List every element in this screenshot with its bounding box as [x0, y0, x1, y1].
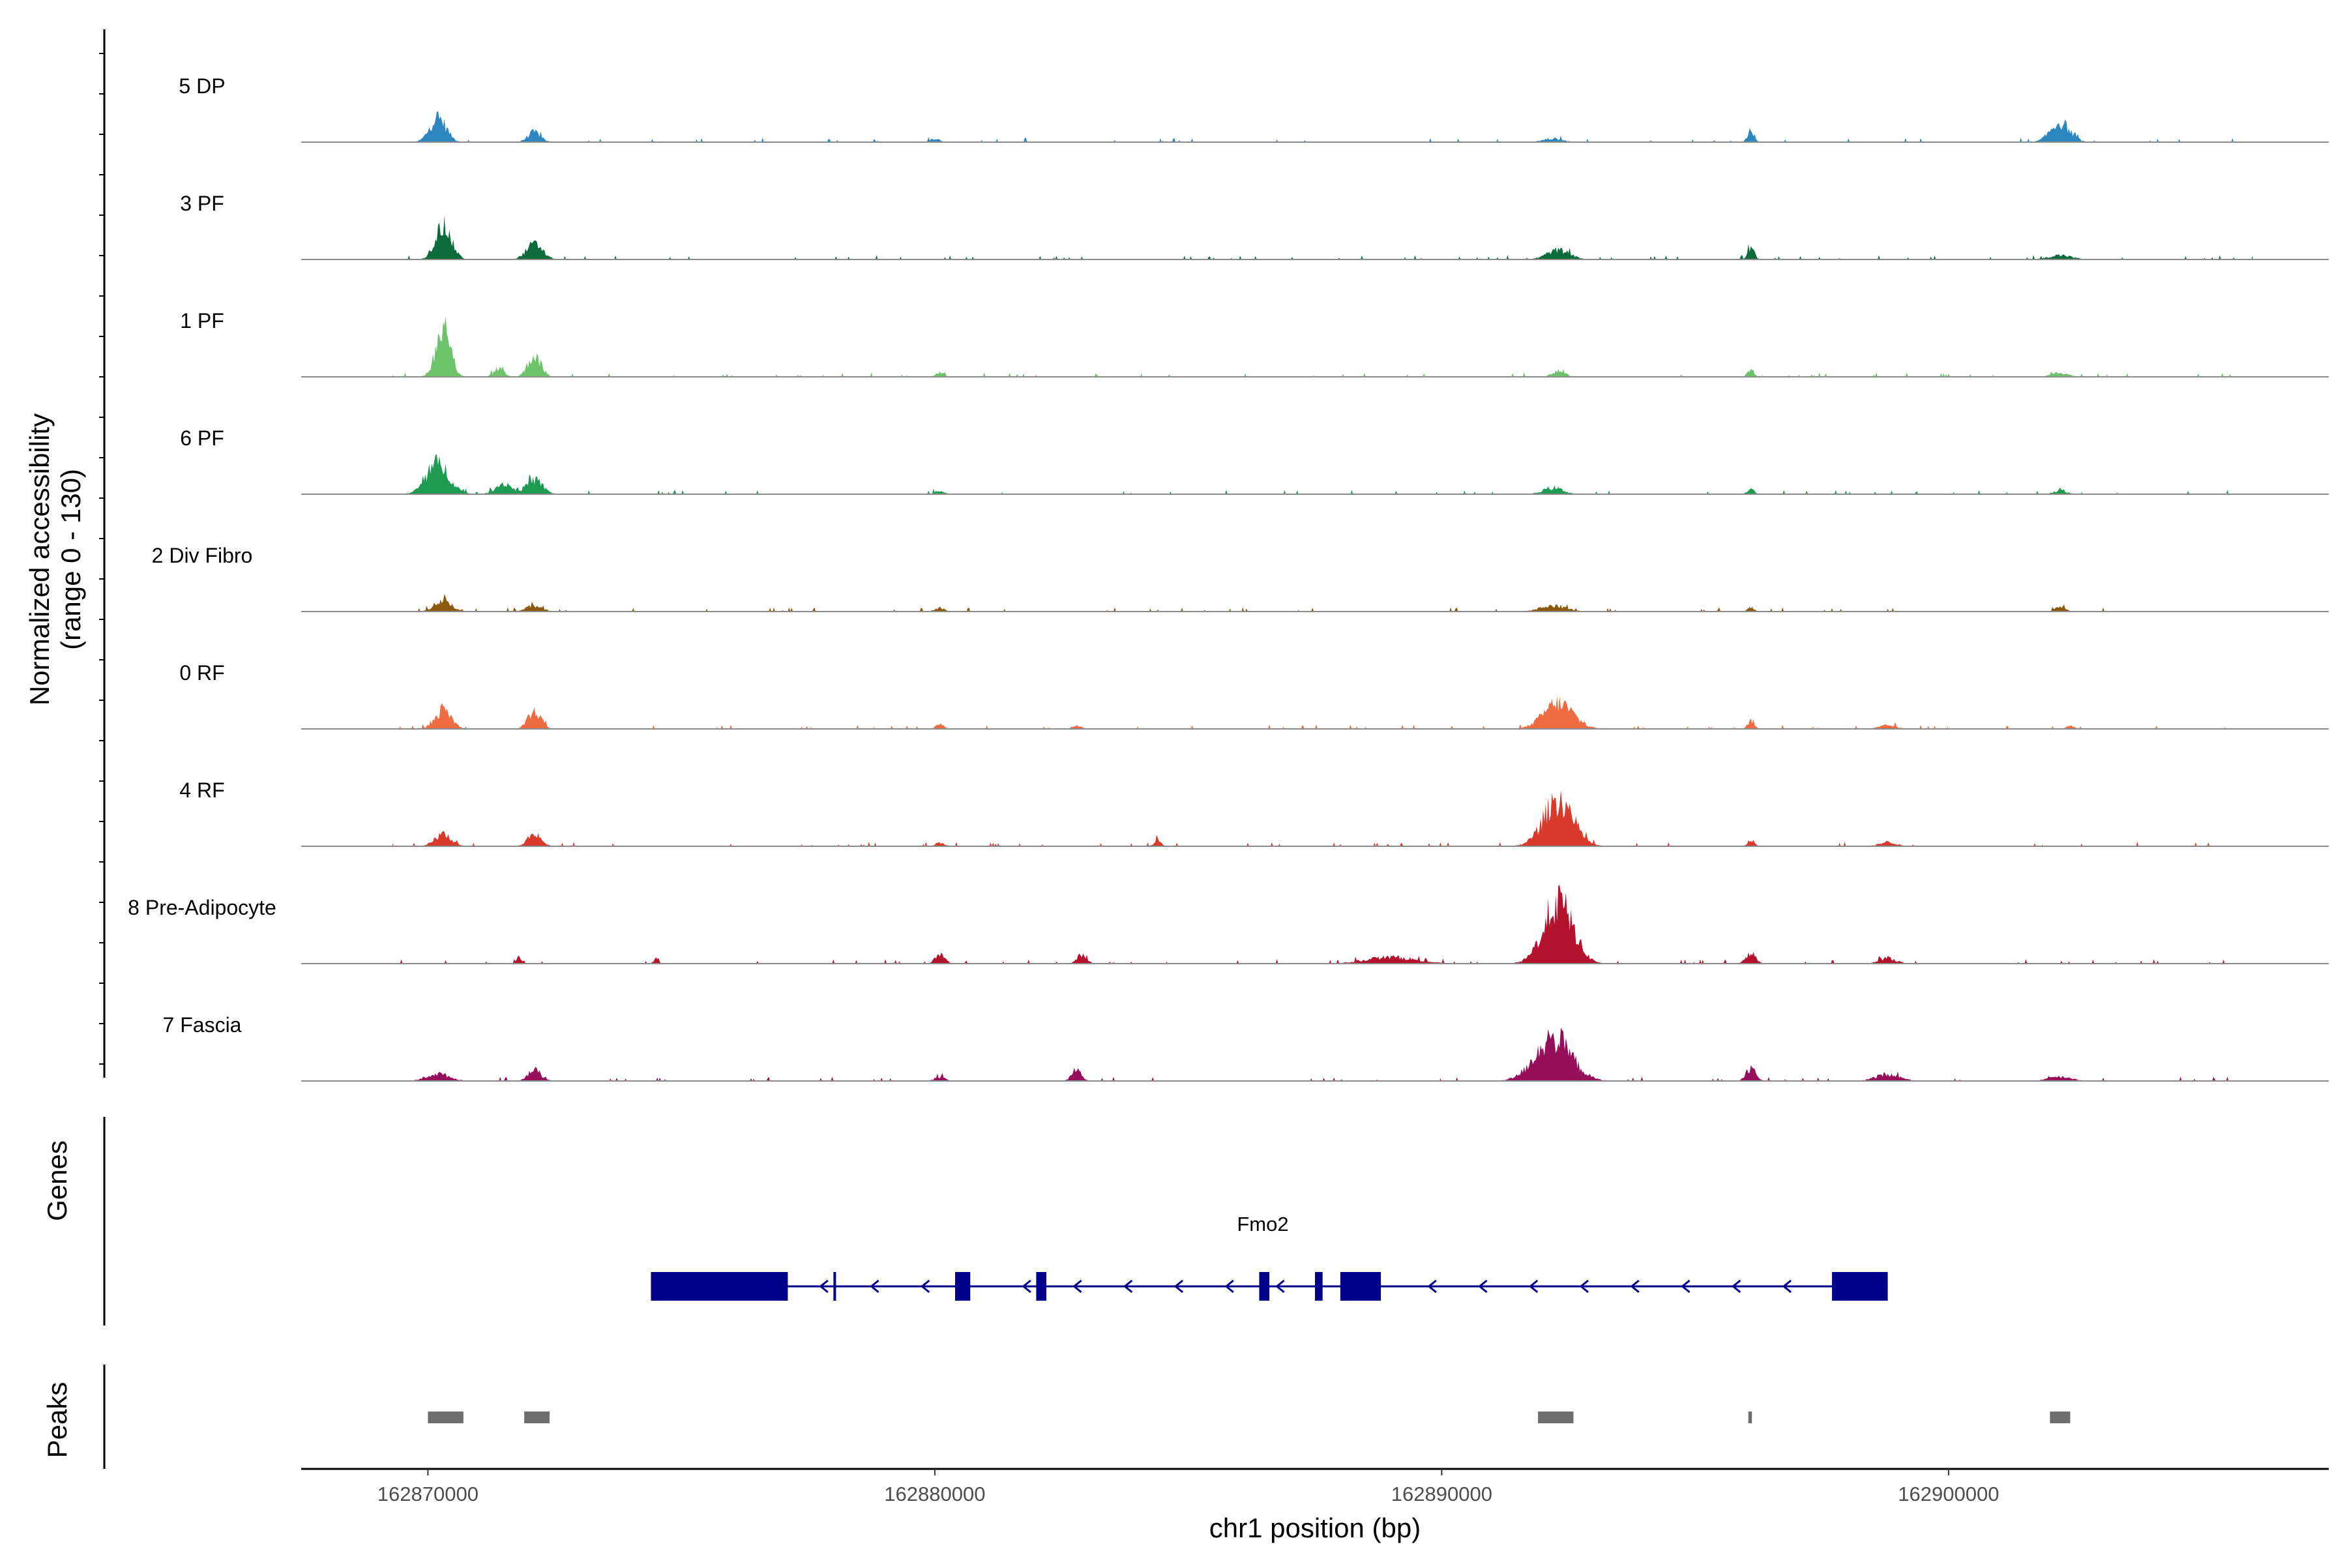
x-tick-label: 162900000 [1898, 1483, 1999, 1505]
track-label: 4 RF [179, 778, 224, 802]
strand-arrow [870, 1279, 879, 1294]
coverage-track: 6 PF [180, 426, 2329, 495]
strand-arrow [1275, 1279, 1285, 1294]
gene-exon [1036, 1272, 1046, 1301]
coverage-area [392, 111, 2253, 142]
y-axis-title-line: (range 0 - 130) [55, 469, 86, 650]
strand-arrow [1478, 1279, 1488, 1294]
x-tick-label: 162870000 [377, 1483, 479, 1505]
gene-exon [1832, 1272, 1888, 1301]
strand-arrow [1681, 1279, 1690, 1294]
gene-exon [1259, 1272, 1270, 1301]
peak-region [524, 1412, 550, 1423]
coverage-track: 5 DP [179, 74, 2329, 143]
track-label: 6 PF [180, 426, 224, 450]
strand-arrow [1782, 1279, 1792, 1294]
strand-arrow [1224, 1279, 1234, 1294]
track-label: 7 Fascia [163, 1013, 242, 1037]
strand-arrow [1072, 1279, 1082, 1294]
coverage-track: 7 Fascia [163, 1013, 2329, 1082]
strand-arrow [1731, 1279, 1741, 1294]
strand-arrow [1630, 1279, 1640, 1294]
track-label: 2 Div Fibro [152, 544, 253, 567]
track-label: 0 RF [179, 661, 224, 685]
genes-panel-label: Genes [42, 1140, 72, 1221]
coverage-track: 2 Div Fibro [152, 544, 2329, 612]
peak-region [2050, 1412, 2071, 1423]
track-label: 5 DP [179, 74, 225, 98]
peaks-panel-label: Peaks [42, 1382, 72, 1458]
x-axis-title: chr1 position (bp) [1209, 1513, 1421, 1543]
coverage-track: 1 PF [180, 309, 2329, 377]
peak-region [1748, 1412, 1752, 1423]
gene-name-label: Fmo2 [1237, 1213, 1288, 1235]
gene-exon [651, 1272, 788, 1301]
gene-exon [1340, 1272, 1381, 1301]
coverage-track: 8 Pre-Adipocyte [128, 884, 2329, 964]
strand-arrow [1123, 1279, 1133, 1294]
strand-arrow [1022, 1279, 1031, 1294]
coverage-area [392, 593, 2253, 612]
coverage-track: 3 PF [180, 192, 2329, 260]
gene-exon [833, 1272, 836, 1301]
strand-arrow [920, 1279, 930, 1294]
track-label: 3 PF [180, 192, 224, 215]
strand-arrow [1174, 1279, 1184, 1294]
strand-arrow [1579, 1279, 1589, 1294]
track-label: 8 Pre-Adipocyte [128, 896, 276, 919]
x-tick-label: 162880000 [884, 1483, 985, 1505]
y-axis-title-line: Normalized accessibility [24, 413, 55, 705]
track-label: 1 PF [180, 309, 224, 333]
strand-arrow [1427, 1279, 1437, 1294]
peak-region [428, 1412, 464, 1423]
strand-arrow [819, 1279, 829, 1294]
gene-exon [954, 1272, 971, 1301]
peak-region [1538, 1412, 1574, 1423]
y-axis-title: Normalized accessibility(range 0 - 130) [24, 413, 86, 705]
strand-arrow [1528, 1279, 1539, 1294]
x-tick-label: 162890000 [1391, 1483, 1492, 1505]
coverage-track: 4 RF [179, 778, 2329, 847]
gene-exon [1315, 1272, 1323, 1301]
coverage-track: 0 RF [179, 661, 2329, 730]
